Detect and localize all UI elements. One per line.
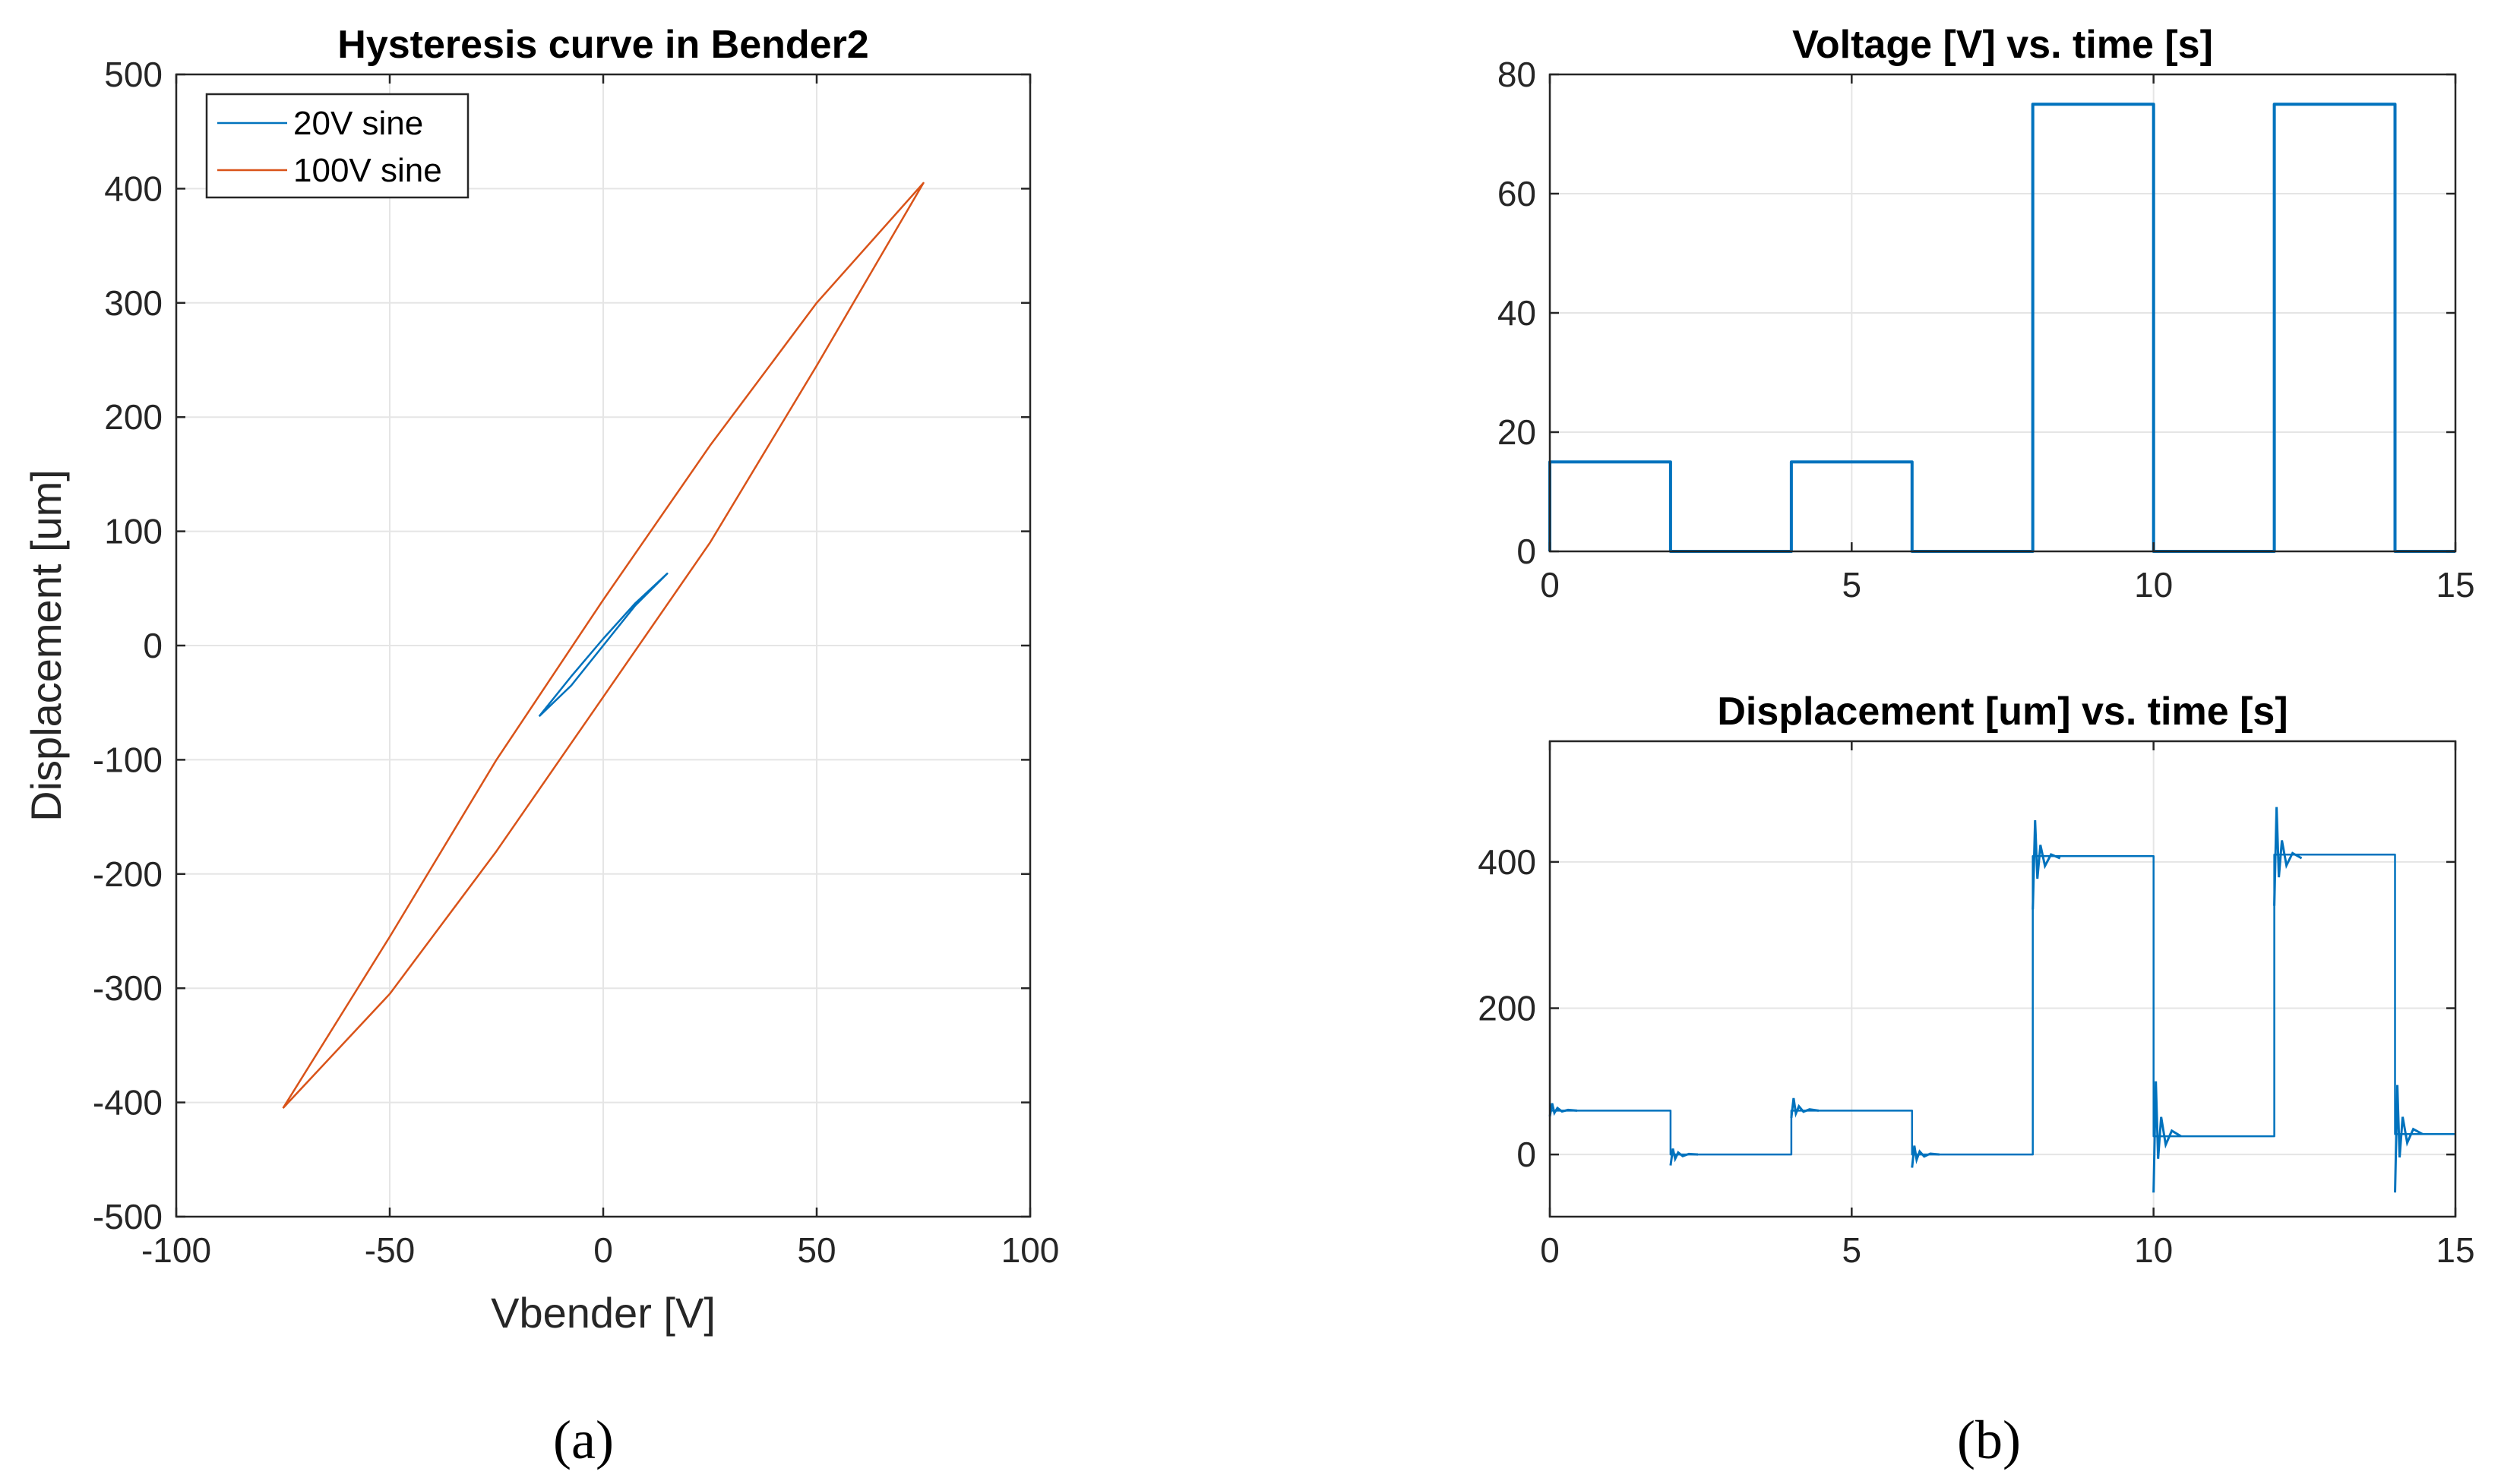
voltage-ytick-label: 40 <box>1497 293 1536 333</box>
displacement-series-0 <box>1550 854 2455 1156</box>
legend-label-20v: 20V sine <box>293 105 423 142</box>
hysteresis-xlabel: Vbender [V] <box>491 1289 716 1337</box>
panel-label-b: (b) <box>1957 1410 2021 1470</box>
voltage-ytick-label: 80 <box>1497 55 1536 94</box>
legend: 20V sine 100V sine <box>205 93 470 199</box>
hysteresis-ytick-label: -300 <box>93 968 163 1008</box>
displacement-transient-6 <box>2273 807 2303 906</box>
displacement-transient-4 <box>2031 819 2061 910</box>
displacement-ytick-label: 200 <box>1478 989 1536 1028</box>
voltage-series-0 <box>1548 103 2455 553</box>
hysteresis-xtick-label: -50 <box>365 1230 415 1270</box>
hysteresis-ytick-label: -400 <box>93 1083 163 1122</box>
voltage-ytick-label: 60 <box>1497 174 1536 213</box>
voltage-plot: 0 5 10 15 0 20 40 60 80 Voltage [V] vs. time [s] <box>1497 23 2475 605</box>
hysteresis-xtick-label: 0 <box>593 1230 613 1270</box>
hysteresis-ylabel: Displacement [um] <box>22 469 70 822</box>
hysteresis-ytick-label: 300 <box>104 283 163 323</box>
displacement-title: Displacement [um] vs. time [s] <box>1717 690 2288 734</box>
displacement-transient-3 <box>1911 1145 1940 1168</box>
displacement-transient-0 <box>1548 1103 1578 1117</box>
hysteresis-title: Hysteresis curve in Bender2 <box>337 23 868 67</box>
voltage-xtick-label: 10 <box>2134 565 2173 605</box>
displacement-xtick-label: 15 <box>2436 1230 2474 1270</box>
displacement-ytick-label: 400 <box>1478 842 1536 882</box>
legend-label-100v: 100V sine <box>293 152 442 189</box>
displacement-xtick-label: 5 <box>1842 1230 1862 1270</box>
hysteresis-series-1 <box>282 182 925 1109</box>
displacement-plot: 0 5 10 15 0 200 400 Displacement [um] vs. time… <box>1478 690 2474 1270</box>
hysteresis-plot: -100 -50 0 50 100-500-400-300-200-1000100200… <box>22 23 1059 1337</box>
panel-label-a: (a) <box>553 1410 614 1470</box>
voltage-title: Voltage [V] vs. time [s] <box>1792 23 2213 67</box>
hysteresis-ytick-label: -100 <box>93 740 163 779</box>
voltage-ytick-label: 20 <box>1497 412 1536 452</box>
voltage-xtick-label: 5 <box>1842 565 1862 605</box>
displacement-transient-1 <box>1669 1148 1699 1166</box>
hysteresis-ytick-label: 0 <box>143 626 163 665</box>
voltage-xtick-label: 0 <box>1540 565 1560 605</box>
hysteresis-ytick-label: -200 <box>93 854 163 894</box>
hysteresis-xtick-label: 50 <box>797 1230 836 1270</box>
hysteresis-ytick-label: 200 <box>104 397 163 437</box>
voltage-xtick-label: 15 <box>2436 565 2474 605</box>
displacement-xtick-label: 0 <box>1540 1230 1560 1270</box>
hysteresis-ytick-label: 100 <box>104 512 163 551</box>
hysteresis-ytick-label: 500 <box>104 55 163 94</box>
displacement-axes-box <box>1548 740 2457 1218</box>
legend-box <box>205 93 470 199</box>
displacement-transient-7 <box>2394 1085 2424 1193</box>
displacement-ytick-label: 0 <box>1516 1135 1536 1174</box>
hysteresis-xtick-label: 100 <box>1001 1230 1060 1270</box>
hysteresis-ytick-label: 400 <box>104 169 163 208</box>
hysteresis-ytick-label: -500 <box>93 1197 163 1236</box>
hysteresis-series-0 <box>538 572 669 718</box>
displacement-transient-2 <box>1790 1097 1820 1119</box>
displacement-xtick-label: 10 <box>2134 1230 2173 1270</box>
voltage-ytick-label: 0 <box>1516 532 1536 571</box>
displacement-transient-5 <box>2152 1081 2182 1193</box>
hysteresis-xtick-label: -100 <box>141 1230 211 1270</box>
